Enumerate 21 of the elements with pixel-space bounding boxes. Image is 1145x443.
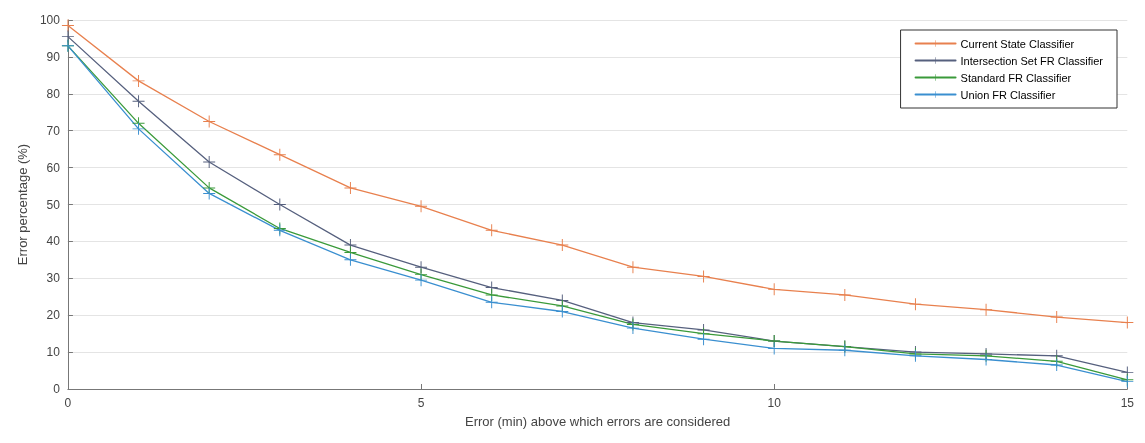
y-tick-label: 10 — [46, 345, 61, 360]
legend-label: Current State Classifier — [960, 37, 1075, 50]
x-axis-title: Error (min) above which errors are considered — [465, 414, 731, 429]
x-tick-label: 15 — [1120, 396, 1135, 410]
y-tick-label: 90 — [46, 49, 61, 64]
x-tick-label: 5 — [417, 396, 425, 410]
y-tick-label: 70 — [46, 123, 61, 138]
x-tick-label: 0 — [64, 396, 72, 410]
y-tick-label: 50 — [46, 197, 61, 212]
y-axis-title: Error percentage (%) — [15, 143, 30, 266]
legend-label: Intersection Set FR Classifier — [960, 54, 1104, 67]
legend-label: Standard FR Classifier — [960, 71, 1072, 84]
y-tick-label: 20 — [46, 308, 61, 323]
x-tick-label: 10 — [767, 396, 782, 410]
y-tick-label: 60 — [46, 160, 61, 175]
y-tick-label: 80 — [46, 86, 61, 101]
y-tick-label: 40 — [46, 234, 61, 249]
y-tick-label: 100 — [39, 13, 61, 27]
legend-label: Union FR Classifier — [960, 88, 1056, 101]
y-tick-label: 0 — [53, 382, 61, 396]
y-tick-label: 30 — [46, 271, 61, 286]
